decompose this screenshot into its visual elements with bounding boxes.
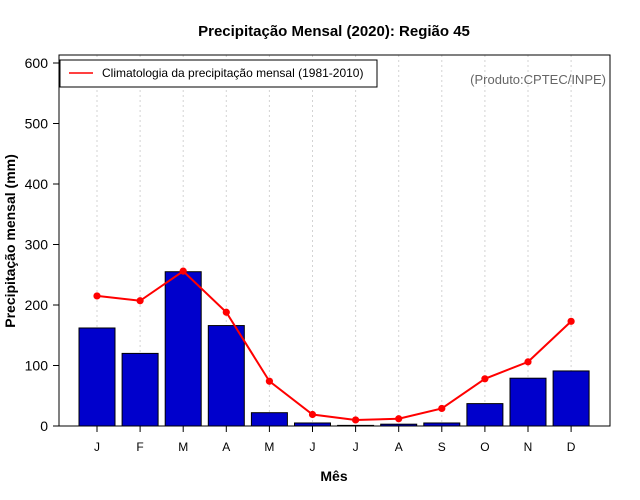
x-tick-label-8: A	[395, 440, 403, 454]
climatology-point-2	[136, 297, 144, 305]
climatology-point-8	[395, 415, 403, 423]
climatology-point-4	[222, 308, 230, 316]
bar-4	[207, 325, 245, 427]
x-tick-label-5: M	[264, 440, 274, 454]
y-tick-label-0: 0	[40, 418, 48, 434]
x-tick-label-2: F	[136, 440, 143, 454]
climatology-point-12	[567, 317, 575, 325]
climatology-point-11	[524, 358, 532, 366]
y-tick-label-300: 300	[25, 237, 49, 253]
plot-frame	[58, 54, 611, 427]
climatology-point-3	[179, 267, 187, 275]
x-tick-label-4: A	[222, 440, 230, 454]
climatology-point-9	[438, 404, 446, 413]
grid-lines	[96, 55, 572, 426]
climatology-point-6	[308, 410, 317, 419]
y-tick-label-400: 400	[25, 176, 49, 192]
bar-1	[78, 327, 116, 427]
climatology-point-5	[265, 377, 273, 385]
climatology-polyline	[96, 269, 572, 421]
climatology-point-7	[352, 416, 360, 424]
x-tick-label-10: O	[480, 440, 489, 454]
chart-title: Precipitação Mensal (2020): Região 45	[198, 23, 470, 40]
x-tick-label-9: S	[438, 440, 446, 454]
x-axis-label: Mês	[320, 468, 347, 484]
legend-box	[59, 59, 378, 88]
bar-12	[552, 370, 590, 427]
bar-5	[250, 412, 288, 427]
bar-11	[509, 377, 547, 427]
x-tick-label-12: D	[567, 440, 576, 454]
climatology-point-1	[93, 292, 101, 300]
x-tick-label-3: M	[178, 440, 188, 454]
legend: Climatologia da precipitação mensal (198…	[59, 59, 378, 88]
x-tick-label-11: N	[524, 440, 533, 454]
climatology-line	[93, 267, 575, 424]
x-tick-label-6: J	[310, 440, 316, 454]
y-tick-label-500: 500	[25, 116, 49, 132]
legend-entry-climatology: Climatologia da precipitação mensal (198…	[102, 66, 363, 80]
bar-10	[466, 403, 504, 427]
bars	[78, 271, 590, 427]
y-axis: 0 100 200 300 400 500 600	[25, 55, 59, 434]
y-tick-label-600: 600	[25, 55, 49, 71]
bar-2	[121, 352, 159, 427]
bar-3	[164, 271, 202, 427]
y-tick-label-100: 100	[25, 358, 49, 374]
x-tick-label-7: J	[353, 440, 359, 454]
source-annotation: (Produto:CPTEC/INPE)	[470, 72, 606, 87]
x-tick-label-1: J	[94, 440, 100, 454]
climatology-point-10	[481, 375, 489, 383]
y-tick-label-200: 200	[25, 297, 49, 313]
y-axis-label: Precipitação mensal (mm)	[2, 154, 18, 328]
